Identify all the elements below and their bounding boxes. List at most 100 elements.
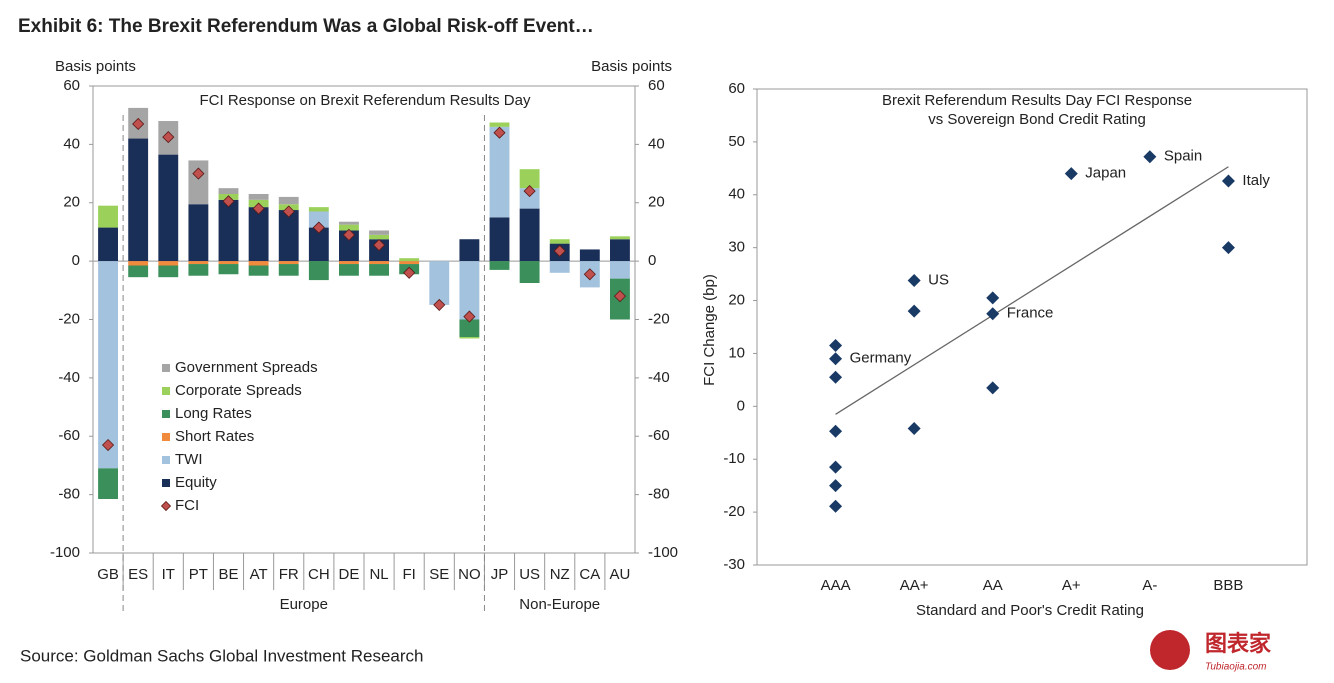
y-axis-label: FCI Change (bp) [701, 274, 718, 386]
bar-segment [339, 224, 359, 231]
legend-swatch [162, 433, 170, 441]
legend-label: Long Rates [175, 405, 252, 422]
fci-marker [162, 131, 175, 144]
x-tick-label: A- [1142, 577, 1157, 594]
x-tick-label: AU [610, 566, 631, 583]
logo-icon [1150, 630, 1190, 670]
scatter-point [1221, 241, 1235, 255]
scatter-point [907, 422, 921, 436]
bar-segment [218, 264, 239, 275]
bar-segment [158, 261, 179, 266]
x-tick-label: NL [369, 566, 388, 583]
x-tick-label: AA+ [900, 577, 929, 594]
scatter-point [1221, 174, 1235, 188]
fci-marker [523, 185, 536, 198]
y-tick-label: -60 [58, 427, 80, 444]
x-tick-label: AT [250, 566, 268, 583]
bar-segment [339, 261, 359, 265]
fci-marker [613, 290, 627, 303]
fci-marker [312, 221, 325, 234]
y-tick-label: -40 [58, 369, 80, 386]
bar-segment [610, 239, 630, 262]
y2-tick-label: 60 [648, 77, 665, 94]
fci-marker [433, 298, 446, 311]
bar-segment [278, 210, 299, 262]
page-title: Exhibit 6: The Brexit Referendum Was a G… [18, 16, 594, 37]
fci-marker [101, 438, 115, 452]
fci-marker [493, 126, 506, 139]
y-tick-label: 30 [728, 239, 745, 256]
y-tick-label: -20 [58, 310, 80, 327]
fci-marker [553, 244, 566, 257]
y2-tick-label: -80 [648, 486, 670, 503]
bar-segment [610, 261, 630, 279]
source: Source: Goldman Sachs Global Investment … [20, 646, 423, 665]
x-tick-label: BE [218, 566, 238, 583]
bar-segment [339, 221, 359, 225]
bar-segment [610, 236, 630, 240]
bar-segment [158, 265, 179, 278]
x-tick-label: NO [458, 566, 481, 583]
scatter-point [907, 273, 921, 287]
y-tick-label: 10 [728, 344, 745, 361]
bar-segment [489, 126, 510, 218]
fci-marker [222, 195, 235, 208]
scatter-point [1064, 167, 1078, 181]
bar-segment [369, 230, 389, 235]
y2-tick-label: -100 [648, 544, 678, 561]
y-tick-label: 60 [728, 80, 745, 97]
bar-segment [459, 319, 480, 338]
x-tick-label: IT [162, 566, 175, 583]
y-tick-label: -80 [58, 486, 80, 503]
bar-segment [549, 261, 570, 273]
bar-segment [128, 138, 149, 262]
x-tick-label: CH [308, 566, 330, 583]
bar-segment [519, 188, 540, 209]
fci-marker [132, 117, 145, 131]
legend-label: Corporate Spreads [175, 382, 302, 399]
x-tick-label: ES [128, 566, 148, 583]
x-axis-label: Standard and Poor's Credit Rating [916, 602, 1144, 619]
bar-segment [158, 154, 179, 262]
bar-segment [308, 261, 329, 281]
bar-segment [128, 261, 149, 266]
y-tick-label: 20 [63, 194, 80, 211]
chart-title: FCI Response on Brexit Referendum Result… [200, 92, 531, 109]
x-tick-label: NZ [550, 566, 570, 583]
legend-swatch [162, 387, 170, 395]
y-tick-label: -100 [50, 544, 80, 561]
bar-segment [218, 261, 239, 265]
legend-label: FCI [175, 497, 199, 514]
y-tick-label: 40 [63, 135, 80, 152]
bar-segment [308, 207, 329, 212]
legend-swatch [162, 479, 170, 487]
bar-segment [339, 230, 359, 262]
bar-segment [98, 227, 118, 262]
bar-segment [308, 227, 329, 262]
scatter-point [986, 291, 1000, 305]
bar-segment [519, 208, 540, 262]
bar-segment [248, 207, 269, 262]
plot-area [756, 88, 1308, 566]
chart-title: Brexit Referendum Results Day FCI Respon… [882, 92, 1192, 109]
bar-segment [369, 261, 389, 265]
point-label: Germany [850, 350, 912, 367]
bar-segment [369, 264, 389, 276]
y-tick-label: 20 [728, 292, 745, 309]
x-tick-label: GB [97, 566, 119, 583]
fci-marker [282, 205, 295, 218]
bar-segment [278, 264, 299, 276]
scatter-point [829, 370, 843, 384]
x-tick-label: BBB [1213, 577, 1243, 594]
bar-segment [549, 239, 570, 244]
bar-segment [459, 337, 480, 339]
x-tick-label: DE [339, 566, 360, 583]
y-tick-label: -10 [723, 450, 745, 467]
y2-axis-label: Basis points [591, 58, 672, 75]
y2-tick-label: 40 [648, 135, 665, 152]
point-label: US [928, 271, 949, 288]
scatter-point [986, 307, 1000, 321]
scatter-point [829, 460, 843, 474]
bar-segment [248, 265, 269, 276]
